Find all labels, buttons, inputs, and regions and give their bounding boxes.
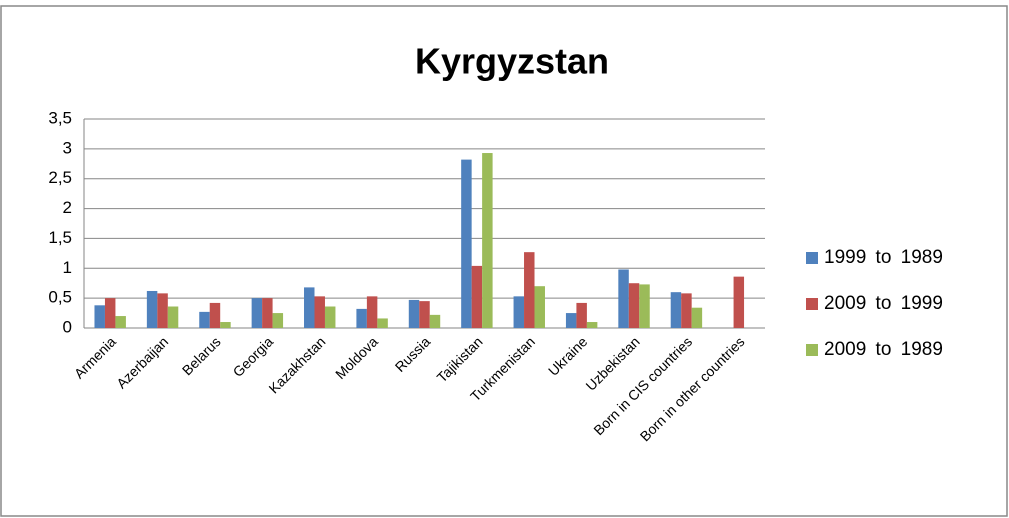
bar xyxy=(524,252,535,328)
legend-label: 2009 to 1989 xyxy=(824,339,943,360)
y-tick-label: 0 xyxy=(63,317,72,336)
bar xyxy=(733,276,745,328)
bar xyxy=(408,299,420,328)
bar xyxy=(366,296,378,328)
bar xyxy=(314,296,325,328)
y-tick-label: 1,5 xyxy=(48,228,72,247)
bar xyxy=(461,159,472,328)
legend-swatch xyxy=(806,252,818,264)
y-tick-label: 2,5 xyxy=(48,168,72,187)
bar xyxy=(104,298,116,328)
y-tick-label: 0,5 xyxy=(48,288,72,307)
bar xyxy=(586,322,598,328)
bar xyxy=(251,298,263,328)
bar xyxy=(167,306,179,328)
bar xyxy=(377,318,388,328)
bar xyxy=(157,293,168,328)
bar xyxy=(482,153,493,328)
legend-swatch xyxy=(806,298,818,310)
bar xyxy=(691,307,703,328)
y-tick-label: 2 xyxy=(63,198,72,217)
chart-title: Kyrgyzstan xyxy=(415,41,609,82)
bar xyxy=(304,287,315,328)
bar xyxy=(681,293,692,328)
bar xyxy=(146,290,158,328)
legend-label: 2009 to 1999 xyxy=(824,293,943,314)
bar xyxy=(576,302,587,328)
bar xyxy=(262,298,273,328)
legend-swatch xyxy=(806,344,818,356)
bar xyxy=(639,284,650,328)
y-tick-label: 3,5 xyxy=(48,108,72,127)
bar xyxy=(513,296,525,328)
y-tick-label: 1 xyxy=(63,258,72,277)
y-tick-label: 3 xyxy=(63,138,72,157)
chart-frame xyxy=(0,5,1008,517)
bar xyxy=(534,286,545,328)
bar xyxy=(115,316,126,328)
bar xyxy=(324,306,336,328)
bar xyxy=(618,269,629,328)
bar xyxy=(199,311,210,328)
bar xyxy=(209,302,221,328)
bar xyxy=(272,313,284,328)
bar xyxy=(628,283,640,328)
bar xyxy=(471,265,483,328)
bar xyxy=(429,314,441,328)
bar xyxy=(94,305,105,328)
bar xyxy=(565,313,577,328)
bar xyxy=(356,308,367,328)
bar xyxy=(419,301,430,328)
bar xyxy=(220,322,231,328)
legend-label: 1999 to 1989 xyxy=(824,247,943,268)
bar xyxy=(670,292,682,328)
